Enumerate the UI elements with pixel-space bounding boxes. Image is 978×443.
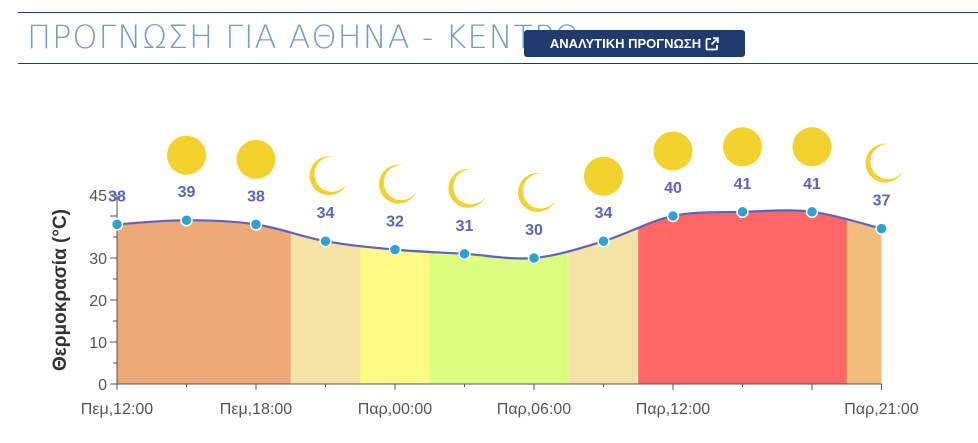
temperature-band	[221, 210, 292, 384]
x-tick-label: Παρ,06:00	[497, 401, 571, 418]
data-label: 30	[525, 222, 543, 239]
data-point	[458, 247, 471, 261]
y-axis-title: Θερμοκρασία (°C)	[50, 209, 71, 371]
external-link-icon	[705, 36, 719, 50]
sun-icon	[584, 156, 623, 196]
moon-icon	[309, 156, 347, 196]
data-point	[180, 213, 193, 227]
y-tick-label: 30	[89, 251, 107, 268]
temperature-band	[429, 210, 500, 384]
data-label: 34	[595, 205, 613, 222]
x-tick-label: Πεμ,12:00	[81, 401, 153, 418]
x-tick-label: Παρ,00:00	[358, 401, 432, 418]
sun-icon	[653, 131, 693, 171]
page-title: ΠΡΟΓΝΩΣΗ ΓΙΑ ΑΘΗΝΑ - ΚΕΝΤΡΟ	[27, 18, 581, 56]
x-tick-label: Παρ,21:00	[844, 401, 918, 418]
data-label: 38	[247, 188, 265, 205]
data-label: 40	[664, 180, 682, 197]
data-point	[527, 251, 541, 265]
temperature-band	[360, 210, 431, 384]
temperature-band	[290, 210, 361, 384]
moon-icon	[379, 164, 417, 204]
data-point	[597, 234, 610, 248]
data-labels: 38 39 38 34 32 31 30 34 40 41 41 37	[108, 176, 890, 239]
data-points	[110, 205, 888, 265]
x-tick-label: Παρ,12:00	[636, 401, 710, 418]
temperature-bands	[117, 210, 882, 384]
y-tick-label: 20	[89, 293, 107, 310]
axes: 0 10 20 30 45 Πεμ,12:00 Πεμ,18:00 Παρ,00:00 Παρ,…	[81, 188, 919, 418]
temperature-band	[638, 210, 709, 384]
data-label: 37	[873, 193, 891, 210]
temperature-band	[846, 210, 882, 384]
temperature-band	[499, 210, 570, 384]
data-point	[736, 205, 749, 219]
y-tick-label: 45	[89, 188, 107, 205]
temperature-band	[707, 210, 778, 384]
data-label: 41	[803, 176, 821, 193]
sun-icon	[167, 135, 206, 175]
data-point	[110, 218, 124, 231]
sun-icon	[723, 127, 762, 167]
temperature-band	[117, 210, 153, 384]
sun-icon	[792, 127, 832, 167]
sun-icon	[236, 139, 276, 179]
x-tick-label: Πεμ,18:00	[220, 401, 292, 418]
data-point	[249, 218, 263, 231]
data-label: 39	[178, 184, 196, 201]
data-label: 38	[108, 188, 126, 205]
header-top-rule	[18, 12, 978, 13]
data-label: 31	[456, 218, 474, 235]
weather-icons	[167, 127, 903, 212]
data-point	[666, 209, 680, 223]
data-point	[319, 234, 332, 248]
detailed-forecast-button[interactable]: ΑΝΑΛΥΤΙΚΗ ΠΡΟΓΝΩΣΗ	[524, 30, 745, 57]
y-tick-label: 0	[98, 377, 107, 394]
moon-icon	[448, 168, 486, 208]
header-bottom-rule	[18, 63, 978, 64]
data-point	[805, 205, 819, 219]
data-point	[875, 222, 888, 235]
temperature-line	[116, 209, 882, 260]
temperature-line-path	[116, 209, 882, 260]
y-tick-label: 10	[89, 335, 107, 352]
moon-icon	[865, 143, 903, 183]
data-label: 41	[734, 176, 752, 193]
data-label: 34	[317, 205, 335, 222]
moon-icon	[518, 172, 556, 212]
temperature-band	[777, 210, 848, 384]
detailed-forecast-button-label: ΑΝΑΛΥΤΙΚΗ ΠΡΟΓΝΩΣΗ	[549, 36, 702, 51]
temperature-band	[151, 210, 222, 384]
data-label: 32	[386, 214, 404, 231]
data-point	[388, 243, 402, 256]
